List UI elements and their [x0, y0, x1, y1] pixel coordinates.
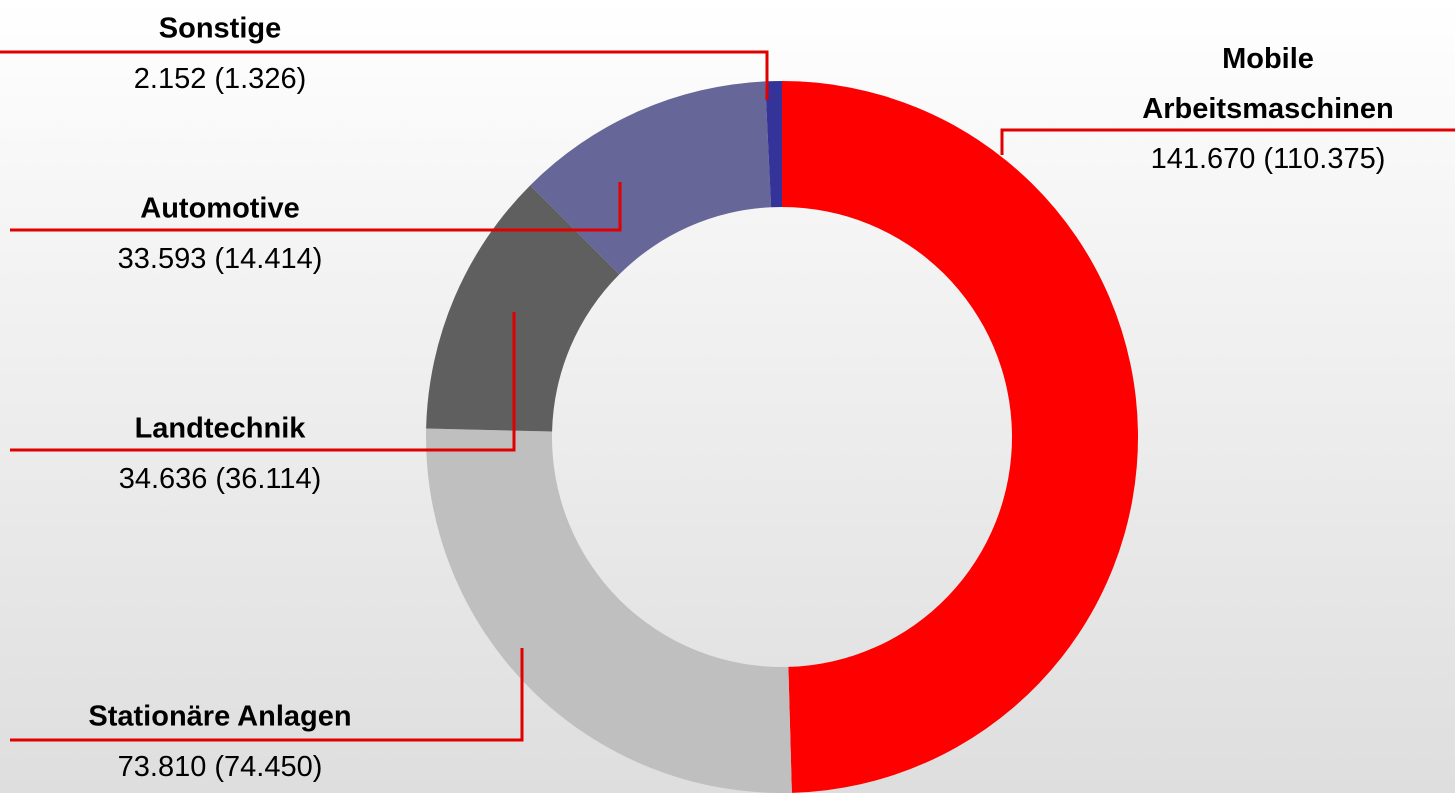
previous-value: (1.326) — [214, 63, 306, 95]
leader-line — [10, 312, 516, 452]
value-label: 141.670 (110.375) — [1151, 143, 1386, 175]
slice-label: Mobile Arbeitsmaschinen — [1142, 43, 1393, 125]
slice-label: Stationäre Anlagen — [88, 701, 351, 733]
value-label: 2.152 (1.326) — [134, 63, 306, 95]
donut-slice — [426, 185, 620, 432]
leader-line — [10, 182, 622, 232]
previous-value: (74.450) — [214, 751, 322, 783]
current-value: 141.670 — [1151, 143, 1256, 175]
current-value: 34.636 — [119, 463, 208, 495]
current-value: 73.810 — [118, 751, 207, 783]
previous-value: (36.114) — [215, 463, 321, 495]
leader-line — [0, 50, 769, 100]
previous-value: (14.414) — [214, 243, 322, 275]
leader-line — [1000, 128, 1455, 155]
slice-label: Sonstige — [159, 13, 281, 45]
slice-label: Automotive — [140, 193, 300, 225]
leader-line — [10, 648, 524, 742]
value-label: 73.810 (74.450) — [118, 751, 323, 783]
previous-value: (110.375) — [1263, 143, 1385, 175]
current-value: 33.593 — [118, 243, 207, 275]
donut-slice — [782, 81, 1139, 793]
donut-slice — [426, 428, 792, 793]
donut-slice — [530, 81, 772, 275]
value-label: 34.636 (36.114) — [119, 463, 322, 495]
current-value: 2.152 — [134, 63, 207, 95]
slice-label: Landtechnik — [135, 413, 307, 445]
donut-slice — [765, 81, 782, 208]
value-label: 33.593 (14.414) — [118, 243, 323, 275]
